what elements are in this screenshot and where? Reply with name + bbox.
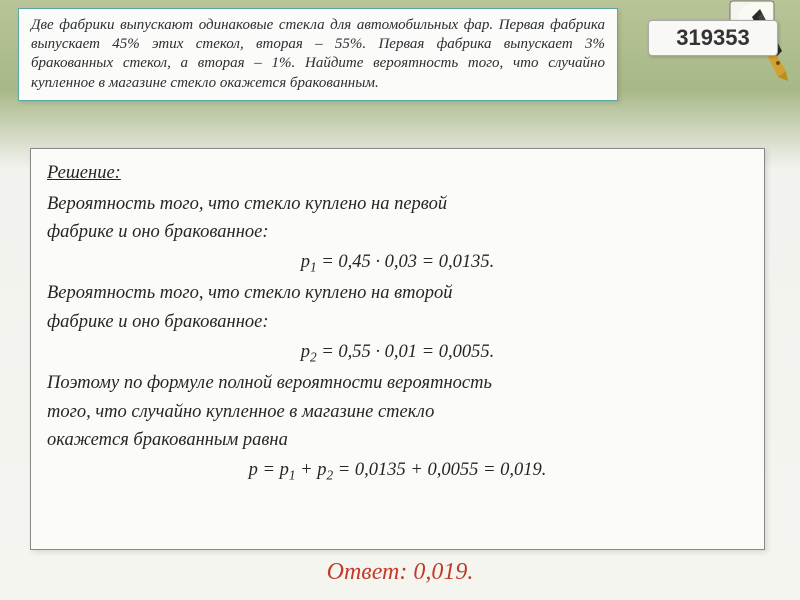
solution-line-2: фабрике и оно бракованное: [47,218,748,247]
problem-number: 319353 [676,25,749,51]
solution-heading: Решение: [47,159,748,188]
formula-2: p2 = 0,55 · 0,01 = 0,0055. [47,338,748,368]
solution-box: Решение: Вероятность того, что стекло ку… [30,148,765,550]
solution-line-5: Поэтому по формуле полной вероятности ве… [47,369,748,398]
formula-1: p1 = 0,45 · 0,03 = 0,0135. [47,248,748,278]
solution-line-1: Вероятность того, что стекло куплено на … [47,190,748,219]
solution-line-4: фабрике и оно бракованное: [47,308,748,337]
solution-line-3: Вероятность того, что стекло куплено на … [47,279,748,308]
formula-3: p = p1 + p2 = 0,0135 + 0,0055 = 0,019. [47,456,748,486]
problem-number-badge: 319353 [648,20,778,56]
solution-line-7: окажется бракованным равна [47,426,748,455]
problem-statement-box: Две фабрики выпускают одинаковые стекла … [18,8,618,101]
problem-text: Две фабрики выпускают одинаковые стекла … [31,17,605,91]
answer-text: Ответ: 0,019. [0,559,800,586]
solution-line-6: того, что случайно купленное в магазине … [47,398,748,427]
